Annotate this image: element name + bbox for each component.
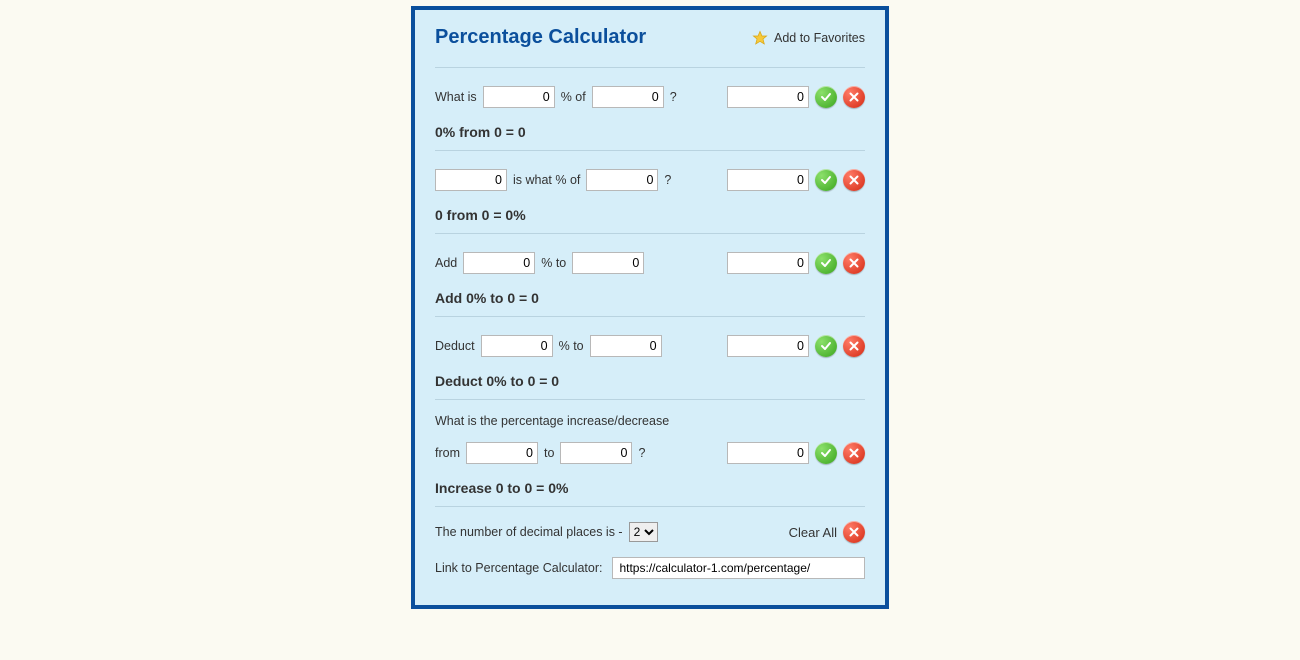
check-icon xyxy=(820,174,832,186)
check-icon xyxy=(820,447,832,459)
link-label: Link to Percentage Calculator: xyxy=(435,561,602,575)
r3-input-number[interactable] xyxy=(572,252,644,274)
r4-label-to: % to xyxy=(559,339,584,353)
r2-calculate-button[interactable] xyxy=(815,169,837,191)
r3-label-to: % to xyxy=(541,256,566,270)
r2-label-iswhat: is what % of xyxy=(513,173,580,187)
r4-clear-button[interactable] xyxy=(843,335,865,357)
footer-section: The number of decimal places is - 2 Clea… xyxy=(435,506,865,589)
r2-clear-button[interactable] xyxy=(843,169,865,191)
r5-clear-button[interactable] xyxy=(843,442,865,464)
close-icon xyxy=(848,174,860,186)
r5-label-qmark: ? xyxy=(638,446,645,460)
r3-result[interactable] xyxy=(727,252,809,274)
r5-summary: Increase 0 to 0 = 0% xyxy=(435,480,865,496)
calculator-panel: Percentage Calculator Add to Favorites W… xyxy=(411,6,889,609)
clear-all-button[interactable]: Clear All xyxy=(789,521,865,543)
r4-label-deduct: Deduct xyxy=(435,339,475,353)
panel-header: Percentage Calculator Add to Favorites xyxy=(435,26,865,67)
r3-summary: Add 0% to 0 = 0 xyxy=(435,290,865,306)
r1-input-percent[interactable] xyxy=(483,86,555,108)
r5-input-from[interactable] xyxy=(466,442,538,464)
close-icon xyxy=(848,91,860,103)
clear-all-icon-button[interactable] xyxy=(843,521,865,543)
page-title: Percentage Calculator xyxy=(435,26,646,49)
favorites-label: Add to Favorites xyxy=(774,31,865,45)
r5-label-from: from xyxy=(435,446,460,460)
r4-input-number[interactable] xyxy=(590,335,662,357)
r1-summary: 0% from 0 = 0 xyxy=(435,124,865,140)
r1-label-whatis: What is xyxy=(435,90,477,104)
section-deduct-percent: Deduct % to Deduct 0% to 0 = 0 xyxy=(435,316,865,399)
r3-clear-button[interactable] xyxy=(843,252,865,274)
close-icon xyxy=(848,526,860,538)
r1-input-number[interactable] xyxy=(592,86,664,108)
r1-calculate-button[interactable] xyxy=(815,86,837,108)
r4-input-percent[interactable] xyxy=(481,335,553,357)
r5-calculate-button[interactable] xyxy=(815,442,837,464)
section-is-what-percent-of: is what % of ? 0 from 0 = 0% xyxy=(435,150,865,233)
r5-label-to: to xyxy=(544,446,554,460)
close-icon xyxy=(848,340,860,352)
decimals-select[interactable]: 2 xyxy=(629,522,658,542)
r1-label-qmark: ? xyxy=(670,90,677,104)
r3-calculate-button[interactable] xyxy=(815,252,837,274)
close-icon xyxy=(848,257,860,269)
r2-input-base[interactable] xyxy=(586,169,658,191)
r4-calculate-button[interactable] xyxy=(815,335,837,357)
r5-prompt: What is the percentage increase/decrease xyxy=(435,414,865,428)
r1-label-percentof: % of xyxy=(561,90,586,104)
r2-result[interactable] xyxy=(727,169,809,191)
check-icon xyxy=(820,257,832,269)
r2-label-qmark: ? xyxy=(664,173,671,187)
link-input[interactable] xyxy=(612,557,865,579)
star-icon xyxy=(752,30,768,46)
r2-summary: 0 from 0 = 0% xyxy=(435,207,865,223)
r5-result[interactable] xyxy=(727,442,809,464)
decimals-label: The number of decimal places is - xyxy=(435,525,623,539)
add-to-favorites-button[interactable]: Add to Favorites xyxy=(752,30,865,46)
section-what-is-percent-of: What is % of ? 0% from 0 = 0 xyxy=(435,67,865,150)
check-icon xyxy=(820,340,832,352)
r4-summary: Deduct 0% to 0 = 0 xyxy=(435,373,865,389)
close-icon xyxy=(848,447,860,459)
r5-input-to[interactable] xyxy=(560,442,632,464)
r3-label-add: Add xyxy=(435,256,457,270)
section-increase-decrease: What is the percentage increase/decrease… xyxy=(435,399,865,506)
r1-clear-button[interactable] xyxy=(843,86,865,108)
r2-input-number[interactable] xyxy=(435,169,507,191)
check-icon xyxy=(820,91,832,103)
r1-result[interactable] xyxy=(727,86,809,108)
section-add-percent: Add % to Add 0% to 0 = 0 xyxy=(435,233,865,316)
r4-result[interactable] xyxy=(727,335,809,357)
r3-input-percent[interactable] xyxy=(463,252,535,274)
clear-all-label: Clear All xyxy=(789,525,837,540)
